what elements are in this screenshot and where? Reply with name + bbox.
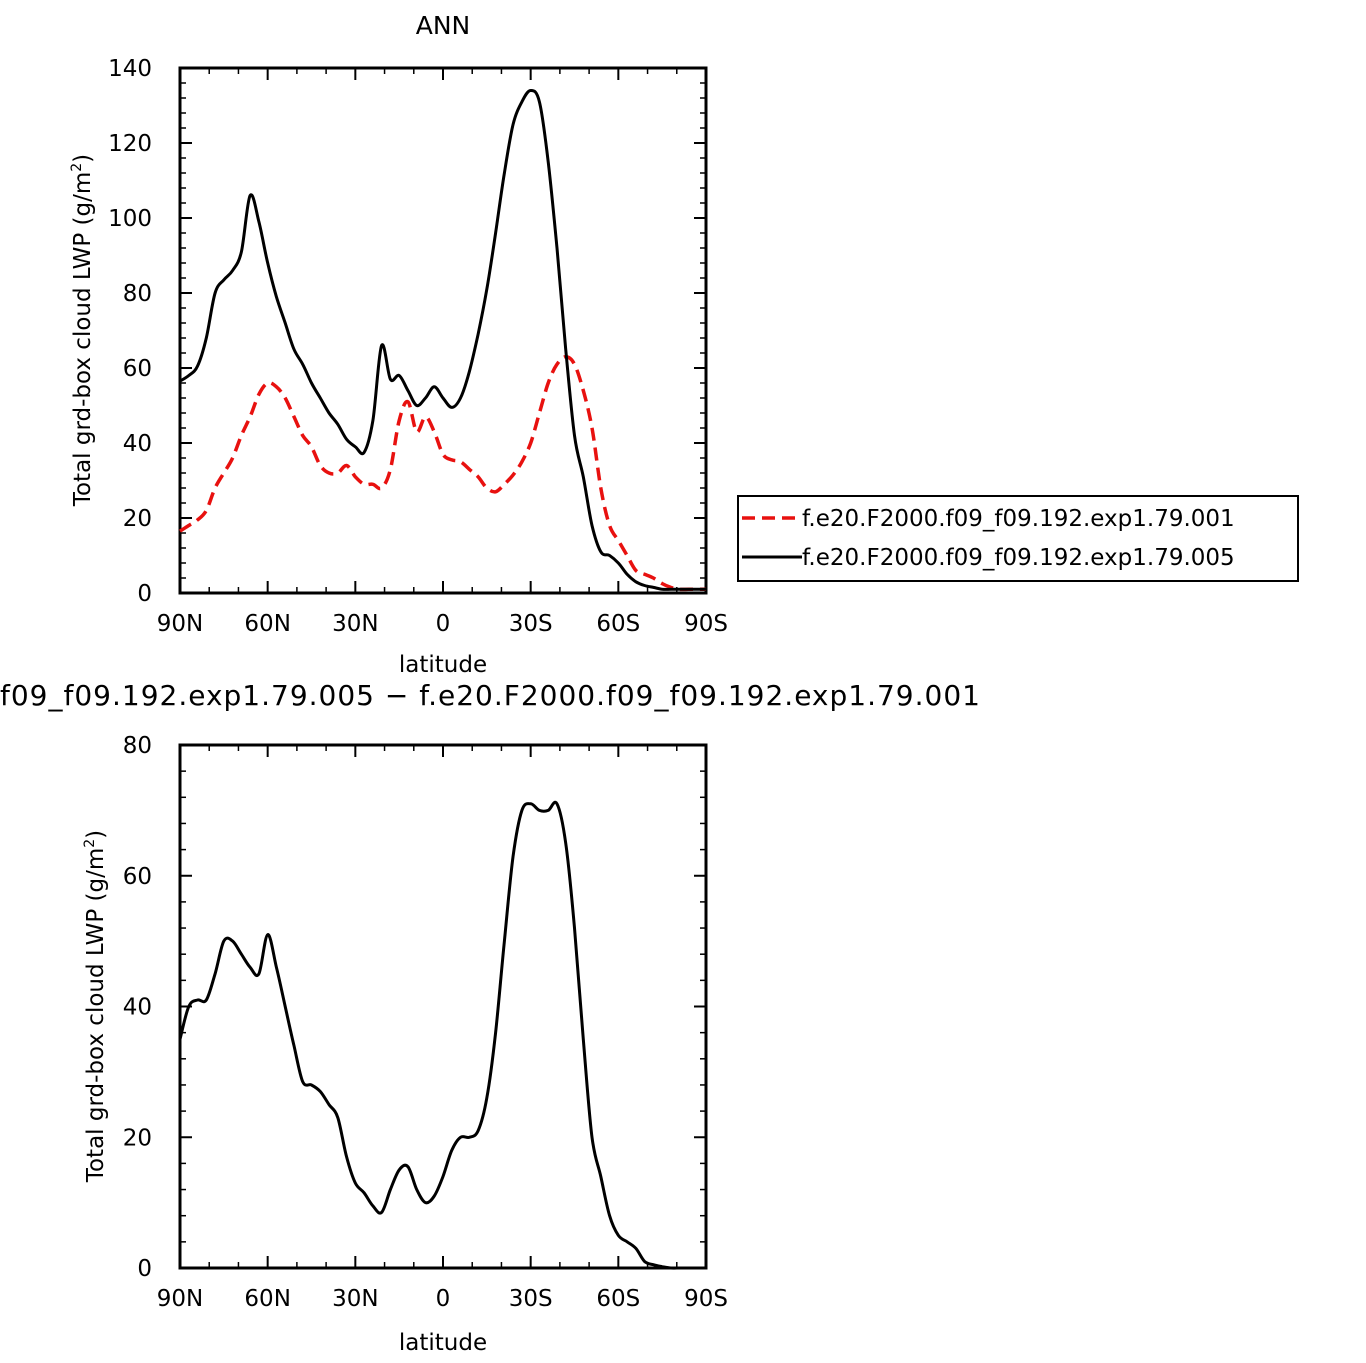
top-y-tick-label: 20 [123, 506, 152, 532]
top-x-tick-label: 90S [684, 611, 728, 637]
top-x-tick-label: 60N [244, 611, 290, 637]
top-y-tick-labels: 0 20 40 60 80 100 120 140 [108, 56, 152, 607]
bottom-series-line-1 [178, 800, 706, 1270]
legend: f.e20.F2000.f09_f09.192.exp1.79.001 f.e2… [737, 495, 1299, 582]
bottom-y-label-main: Total grd-box cloud LWP (g/m [83, 848, 109, 1183]
bottom-x-tick-labels: 90N 60N 30N 0 30S 60S 90S [157, 1286, 728, 1312]
bottom-y-tick-label: 20 [123, 1125, 152, 1151]
bottom-x-tick-label: 90S [684, 1286, 728, 1312]
top-axis-ticks [179, 67, 707, 594]
bottom-x-tick-label: 30N [332, 1286, 378, 1312]
bottom-x-tick-label: 30S [509, 1286, 553, 1312]
top-x-axis-label: latitude [399, 652, 487, 678]
top-y-axis-label: Total grd-box cloud LWP (g/m2) [69, 154, 96, 507]
top-series-lines [179, 88, 706, 592]
bottom-y-tick-label: 60 [123, 864, 152, 890]
legend-label-series-005: f.e20.F2000.f09_f09.192.exp1.79.005 [802, 545, 1235, 571]
top-series-line-2 [179, 88, 706, 591]
top-y-tick-label: 40 [123, 431, 152, 457]
bottom-y-label-sup: 2 [82, 839, 98, 848]
bottom-x-axis-label: latitude [399, 1330, 487, 1356]
bottom-x-tick-label: 0 [436, 1286, 451, 1312]
bottom-x-tick-label: 90N [157, 1286, 203, 1312]
top-y-label-close: ) [70, 154, 96, 163]
bottom-y-tick-label: 80 [123, 733, 152, 759]
bottom-y-axis-label: Total grd-box cloud LWP (g/m2) [82, 830, 109, 1183]
top-x-tick-label: 90N [157, 611, 203, 637]
bottom-y-tick-label: 0 [137, 1256, 152, 1282]
top-x-tick-labels: 90N 60N 30N 0 30S 60S 90S [157, 611, 728, 637]
legend-label-series-001: f.e20.F2000.f09_f09.192.exp1.79.001 [802, 506, 1235, 532]
bottom-plot-frame [178, 743, 708, 1270]
top-x-tick-label: 30N [332, 611, 378, 637]
bottom-chart-title: f09_f09.192.exp1.79.005 − f.e20.F2000.f0… [0, 679, 981, 712]
legend-box [737, 495, 1299, 582]
top-x-tick-label: 60S [596, 611, 640, 637]
top-x-tick-label: 0 [436, 611, 451, 637]
top-y-tick-label: 80 [123, 281, 152, 307]
bottom-series-lines [178, 800, 706, 1270]
top-y-tick-label: 60 [123, 356, 152, 382]
bottom-x-tick-label: 60N [244, 1286, 290, 1312]
bottom-y-tick-labels: 0 20 40 60 80 [123, 733, 152, 1282]
bottom-y-label-close: ) [83, 830, 109, 839]
bottom-y-tick-label: 40 [123, 995, 152, 1021]
top-plot-frame [178, 66, 708, 595]
bottom-axis-ticks [179, 744, 707, 1269]
top-chart-title: ANN [416, 11, 471, 40]
bottom-panel: f09_f09.192.exp1.79.005 − f.e20.F2000.f0… [0, 679, 981, 1356]
top-y-tick-label: 120 [108, 131, 152, 157]
top-y-label-sup: 2 [69, 163, 85, 172]
top-y-tick-label: 140 [108, 56, 152, 82]
top-series-line-1 [179, 355, 706, 592]
top-y-tick-label: 0 [137, 581, 152, 607]
top-y-tick-label: 100 [108, 206, 152, 232]
top-y-label-main: Total grd-box cloud LWP (g/m [70, 172, 96, 507]
bottom-x-tick-label: 60S [596, 1286, 640, 1312]
top-x-tick-label: 30S [509, 611, 553, 637]
